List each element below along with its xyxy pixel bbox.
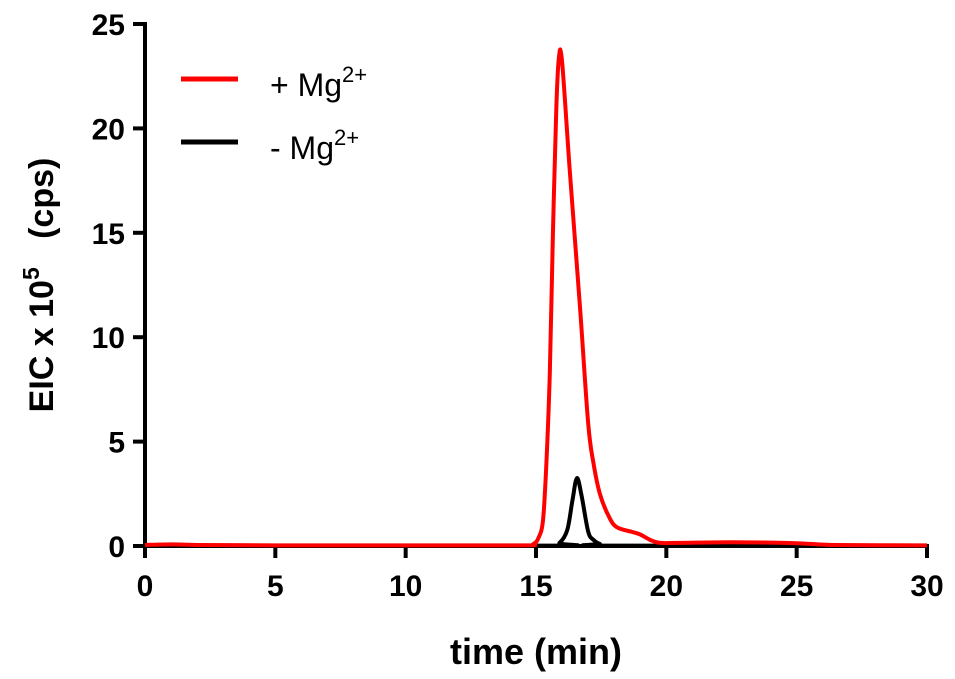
x-tick-label: 0 [137, 570, 154, 603]
y-tick-label: 5 [108, 427, 125, 460]
legend: + Mg2+ - Mg2+ [181, 62, 367, 166]
y-tick-label: 20 [92, 113, 125, 146]
series-line-mg-plus [144, 47, 928, 548]
y-axis-label: EIC x 105 (cps) [18, 158, 61, 413]
y-tick-label: 15 [92, 218, 125, 251]
legend-label-mg-plus: + Mg2+ [270, 62, 367, 103]
y-tick-label: 10 [92, 322, 125, 355]
y-tick-label: 25 [92, 9, 125, 42]
x-tick-label: 5 [267, 570, 284, 603]
series-lines [144, 47, 928, 548]
legend-label-mg-minus: - Mg2+ [270, 125, 359, 166]
x-tick-label: 25 [780, 570, 813, 603]
x-tick-label: 30 [910, 570, 943, 603]
x-axis-label: time (min) [450, 631, 622, 672]
y-tick-label: 0 [108, 531, 125, 564]
x-tick-label: 20 [650, 570, 683, 603]
x-tick-label: 15 [519, 570, 552, 603]
axes: 0 5 10 15 20 25 30 0 5 10 15 20 25 [92, 9, 944, 603]
series-line-mg-minus [144, 476, 928, 548]
x-tick-label: 10 [389, 570, 422, 603]
